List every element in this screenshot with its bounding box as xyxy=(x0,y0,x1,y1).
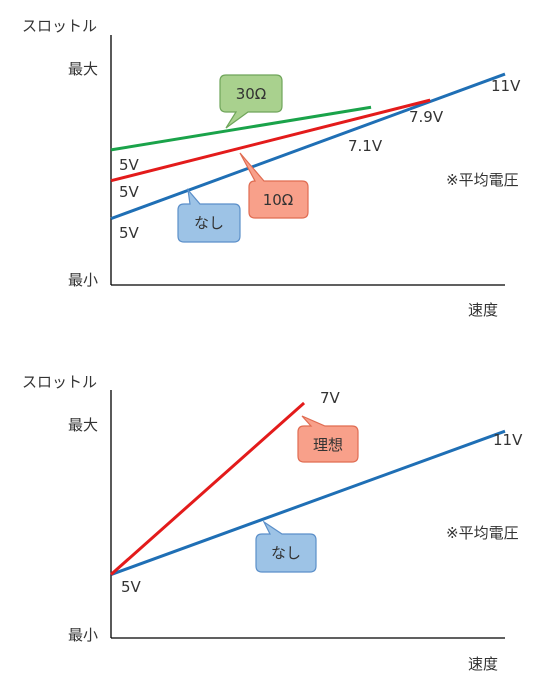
chart-2-callout-ideal-bubble xyxy=(297,415,359,463)
chart-1: スロットル 最大 最小 速度 ※平均電圧 5V 5V 5V 11V 7.9V 7… xyxy=(22,17,521,319)
chart-2-label-none-end: 11V xyxy=(493,431,523,449)
chart-1-series-line-r30 xyxy=(110,105,372,152)
chart-1-callout-none-text: なし xyxy=(194,214,224,232)
chart-1-callout-r10-bubble xyxy=(239,152,309,219)
chart-2-callout-none: なし xyxy=(255,520,317,573)
chart-1-xlabel: 速度 xyxy=(468,301,498,319)
chart-1-callout-r30-text: 30Ω xyxy=(236,85,267,103)
chart-1-note: ※平均電圧 xyxy=(446,171,519,189)
chart-1-callout-r30-bubble xyxy=(219,74,283,129)
chart-2-callout-none-text: なし xyxy=(271,544,301,562)
chart-2-note: ※平均電圧 xyxy=(446,524,519,542)
chart-1-callout-none-bubble xyxy=(177,188,241,243)
chart-2: スロットル 最大 最小 速度 ※平均電圧 5V 11V 7V 理想 なし xyxy=(22,373,523,673)
chart-1-label-none-end: 11V xyxy=(491,77,521,95)
chart-2-callout-none-bubble xyxy=(255,520,317,573)
chart-1-label-none-start: 5V xyxy=(119,224,140,242)
chart-2-series-line-none xyxy=(110,429,506,576)
chart-2-ylabel: スロットル xyxy=(22,373,97,391)
chart-1-callout-none: なし xyxy=(177,188,241,243)
chart-1-label-r30-end: 7.9V xyxy=(409,108,444,126)
chart-1-ytick-bottom: 最小 xyxy=(68,271,98,289)
chart-1-label-r10-start: 5V xyxy=(119,183,140,201)
chart-1-callout-r30: 30Ω xyxy=(219,74,283,129)
chart-2-xlabel: 速度 xyxy=(468,655,498,673)
chart-1-series-line-r10 xyxy=(110,98,431,183)
chart-2-label-start: 5V xyxy=(121,578,142,596)
chart-1-callout-r10-text: 10Ω xyxy=(263,191,294,209)
chart-1-label-r10-end: 7.1V xyxy=(348,137,383,155)
chart-2-label-ideal-end: 7V xyxy=(320,389,341,407)
chart-1-series-line-none xyxy=(110,72,506,221)
chart-1-label-r30-start: 5V xyxy=(119,156,140,174)
chart-2-ytick-bottom: 最小 xyxy=(68,626,98,644)
chart-2-callout-ideal: 理想 xyxy=(297,415,359,463)
chart-2-ytick-top: 最大 xyxy=(68,416,98,434)
chart-1-callout-r10: 10Ω xyxy=(239,152,309,219)
chart-2-callout-ideal-text: 理想 xyxy=(313,436,343,454)
chart-2-series-line-ideal xyxy=(110,401,306,576)
chart-1-ylabel: スロットル xyxy=(22,17,97,35)
chart-1-ytick-top: 最大 xyxy=(68,60,98,78)
